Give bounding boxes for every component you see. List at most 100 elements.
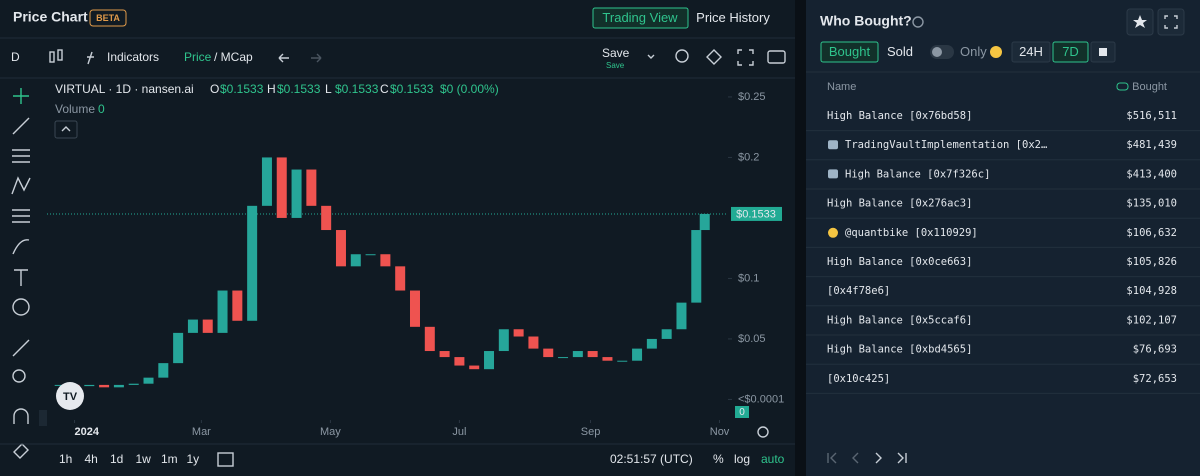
- percent[interactable]: %: [713, 452, 724, 466]
- candle-body: [99, 384, 110, 388]
- candle-body: [513, 329, 524, 337]
- tab[interactable]: Bought: [829, 44, 871, 59]
- interval-button[interactable]: 4h: [85, 452, 98, 466]
- candle-body: [276, 157, 287, 218]
- interval-button[interactable]: 1m: [161, 452, 178, 466]
- column-header[interactable]: Bought: [1132, 81, 1167, 93]
- row-name[interactable]: High Balance [0x76bd58]: [827, 110, 972, 122]
- tv-logo[interactable]: [56, 382, 84, 410]
- interval-button[interactable]: 1y: [187, 452, 200, 466]
- drawing-tools[interactable]: [11, 88, 31, 459]
- candle-body: [484, 351, 495, 370]
- calendar-icon[interactable]: [217, 452, 234, 467]
- emoji-icon: [990, 46, 1002, 58]
- toggle-knob: [932, 47, 942, 57]
- candle-body: [365, 254, 376, 256]
- axis-settings[interactable]: [757, 426, 769, 438]
- chart-panel: [0, 0, 795, 476]
- row-name[interactable]: High Balance [0x0ce663]: [827, 256, 972, 268]
- row-amount: $72,653: [1133, 373, 1177, 385]
- row-name[interactable]: @quantbike [0x110929]: [845, 227, 978, 239]
- price-label: $0.1533: [736, 208, 776, 220]
- row-name[interactable]: High Balance [0xbd4565]: [827, 344, 972, 356]
- tab[interactable]: Price History: [696, 10, 770, 25]
- row-name[interactable]: High Balance [0x7f326c]: [845, 168, 990, 180]
- interval-button[interactable]: 1h: [59, 452, 72, 466]
- row-name[interactable]: High Balance [0x276ac3]: [827, 198, 972, 210]
- row-amount: $105,826: [1126, 256, 1177, 268]
- undo[interactable]: [278, 53, 289, 63]
- candle-body: [247, 205, 258, 321]
- tab-active[interactable]: [592, 7, 689, 29]
- range[interactable]: 7D: [1062, 44, 1079, 59]
- row-name[interactable]: [0x10c425]: [827, 373, 890, 385]
- candle-body: [602, 357, 613, 361]
- candle-body: [424, 326, 435, 352]
- y-tick-label: <$0.0001: [738, 393, 784, 405]
- expand-button[interactable]: [1157, 8, 1185, 36]
- alert-icon[interactable]: [675, 49, 689, 63]
- row-name[interactable]: TradingVaultImplementation [0x2…: [845, 139, 1047, 151]
- chevron: [61, 126, 71, 132]
- tv-logo-text: TV: [63, 391, 78, 403]
- pagination[interactable]: [827, 452, 907, 464]
- candle-body: [676, 302, 687, 330]
- auto[interactable]: auto: [761, 452, 785, 466]
- settings-icon[interactable]: [706, 49, 722, 65]
- candle-body: [543, 348, 554, 358]
- volume-label: Volume: [55, 102, 95, 116]
- candle-body: [173, 332, 184, 364]
- ohlc-value: $0.1533: [277, 82, 321, 96]
- candle-body: [558, 357, 569, 359]
- save-menu[interactable]: [647, 54, 655, 59]
- candle-body: [113, 384, 124, 388]
- range-button-active[interactable]: [1052, 41, 1089, 63]
- camera-icon[interactable]: [767, 50, 786, 64]
- tab[interactable]: Trading View: [602, 10, 678, 25]
- interval[interactable]: D: [11, 50, 20, 64]
- candle-body: [350, 254, 361, 267]
- price-toggle[interactable]: Price: [184, 50, 212, 64]
- candle-body: [632, 348, 643, 361]
- candle-body: [454, 357, 465, 366]
- indicators-icon[interactable]: [87, 51, 94, 65]
- expand-icon: [1164, 15, 1178, 29]
- range[interactable]: 24H: [1019, 44, 1043, 59]
- tab-active[interactable]: [820, 41, 879, 63]
- collapse-button[interactable]: [54, 120, 78, 139]
- interval-button[interactable]: 1w: [136, 452, 152, 466]
- row-name[interactable]: [0x4f78e6]: [827, 285, 890, 297]
- x-tick-label: Jul: [452, 426, 466, 438]
- candle-body: [217, 290, 228, 333]
- candle-body: [469, 365, 480, 370]
- interval-button[interactable]: 1d: [110, 452, 123, 466]
- mcap-toggle[interactable]: / MCap: [214, 50, 253, 64]
- candle-body: [158, 363, 169, 378]
- row-name[interactable]: High Balance [0x5ccaf6]: [827, 314, 972, 326]
- row-amount: $516,511: [1126, 110, 1177, 122]
- candle-body: [439, 351, 450, 358]
- badge-text: BETA: [96, 13, 120, 23]
- fullscreen-icon[interactable]: [737, 49, 754, 66]
- change: $0 (0.00%): [440, 82, 499, 96]
- info-icon[interactable]: [912, 16, 924, 28]
- candle-body: [699, 213, 710, 231]
- indicators[interactable]: Indicators: [107, 50, 159, 64]
- candle-body: [572, 351, 583, 358]
- candle-icon[interactable]: [49, 49, 63, 63]
- log[interactable]: log: [734, 452, 750, 466]
- panel-title: Who Bought?: [820, 13, 912, 29]
- price-label-bg: [731, 206, 782, 221]
- ohlc-key: H: [267, 82, 276, 96]
- save[interactable]: Save: [602, 46, 630, 60]
- candle-body: [617, 360, 628, 362]
- candle-body: [661, 329, 672, 339]
- range-button[interactable]: [1011, 41, 1051, 63]
- redo[interactable]: [311, 53, 322, 63]
- candle-body: [261, 157, 272, 206]
- tab[interactable]: Sold: [887, 44, 913, 59]
- candle-body: [528, 336, 539, 349]
- collapse-tab[interactable]: [39, 410, 47, 426]
- sort-icon[interactable]: [1116, 82, 1129, 91]
